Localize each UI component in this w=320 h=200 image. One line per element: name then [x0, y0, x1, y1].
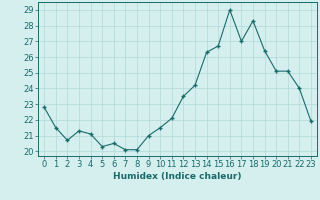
- X-axis label: Humidex (Indice chaleur): Humidex (Indice chaleur): [113, 172, 242, 181]
